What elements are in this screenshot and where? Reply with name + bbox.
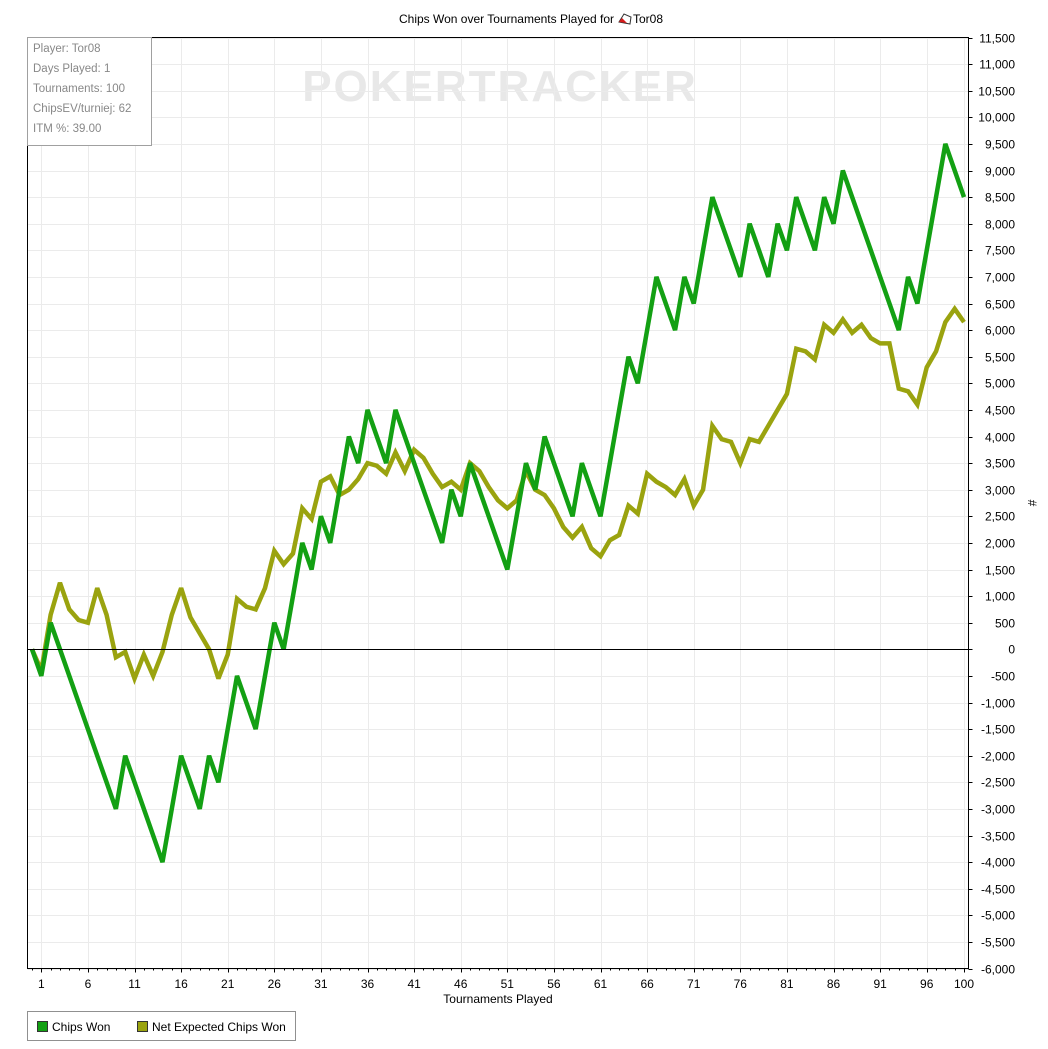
- y-tick-label: 7,500: [985, 244, 1015, 258]
- grid: [27, 37, 969, 970]
- x-tick-label: 21: [221, 977, 235, 991]
- x-tick-label: 46: [454, 977, 468, 991]
- y-tick-label: 9,500: [985, 138, 1015, 152]
- y-tick-label: 6,000: [985, 324, 1015, 338]
- y-tick-label: 5,000: [985, 377, 1015, 391]
- y-tick-label: -4,000: [981, 856, 1015, 870]
- stat-itm: ITM %: 39.00: [33, 123, 102, 135]
- y-tick-label: -500: [991, 670, 1015, 684]
- y-tick-label: 4,500: [985, 404, 1015, 418]
- y-tick-label: 0: [1008, 643, 1015, 657]
- y-tick-label: 3,500: [985, 457, 1015, 471]
- x-tick-label: 91: [873, 977, 887, 991]
- y-tick-label: -2,000: [981, 750, 1015, 764]
- y-tick-label: 11,000: [979, 58, 1015, 72]
- x-tick-label: 1: [38, 977, 45, 991]
- x-tick-label: 61: [594, 977, 608, 991]
- x-tick-label: 71: [687, 977, 701, 991]
- axes: 11,50011,00010,50010,0009,5009,0008,5008…: [27, 32, 1015, 991]
- y-tick-label: -4,500: [981, 883, 1015, 897]
- y-tick-label: 1,000: [985, 590, 1015, 604]
- y-tick-label: 7,000: [985, 271, 1015, 285]
- y-tick-label: -1,500: [981, 723, 1015, 737]
- x-tick-label: 6: [85, 977, 92, 991]
- watermark-logo: POKERTRACKER: [302, 62, 698, 111]
- y-tick-label: -6,000: [981, 963, 1015, 977]
- y-tick-label: 8,500: [985, 191, 1015, 205]
- x-tick-label: 26: [268, 977, 282, 991]
- y-tick-label: 1,500: [985, 564, 1015, 578]
- x-tick-label: 66: [640, 977, 654, 991]
- tournament-ticket-icon: [618, 13, 632, 25]
- legend-label-chips-won: Chips Won: [52, 1020, 111, 1034]
- y-tick-label: 10,000: [978, 111, 1015, 125]
- y-tick-label: 5,500: [985, 351, 1015, 365]
- chart-title-text: Chips Won over Tournaments Played for: [399, 12, 614, 26]
- y-tick-label: 8,000: [985, 218, 1015, 232]
- x-tick-label: 31: [314, 977, 328, 991]
- x-tick-label: 11: [128, 977, 141, 991]
- x-tick-label: 86: [827, 977, 841, 991]
- y-tick-label: -2,500: [981, 776, 1015, 790]
- legend-label-net-expected: Net Expected Chips Won: [152, 1020, 286, 1034]
- x-tick-label: 81: [780, 977, 794, 991]
- x-tick-label: 16: [174, 977, 188, 991]
- y-tick-label: 10,500: [978, 85, 1015, 99]
- y-tick-label: 4,000: [985, 431, 1015, 445]
- x-tick-label: 41: [407, 977, 421, 991]
- x-tick-label: 76: [734, 977, 748, 991]
- legend-swatch-chips-won: [37, 1021, 48, 1032]
- series-layer: [29, 143, 967, 863]
- y-tick-label: -5,000: [981, 909, 1015, 923]
- x-axis-label: Tournaments Played: [443, 992, 552, 1006]
- chart-title: Chips Won over Tournaments Played for To…: [399, 12, 663, 26]
- x-tick-label: 51: [501, 977, 515, 991]
- y-axis-label: #: [1025, 500, 1039, 507]
- legend-item-net-expected[interactable]: Net Expected Chips Won: [137, 1020, 286, 1034]
- stat-days-played: Days Played: 1: [33, 63, 111, 75]
- x-tick-label: 96: [920, 977, 934, 991]
- y-tick-label: -5,500: [981, 936, 1015, 950]
- y-tick-label: 11,500: [979, 32, 1015, 46]
- x-tick-label: 100: [954, 977, 974, 991]
- series-line-net-expected: [29, 304, 966, 686]
- y-tick-label: 2,500: [985, 510, 1015, 524]
- x-tick-label: 36: [361, 977, 375, 991]
- y-tick-label: 9,000: [985, 165, 1015, 179]
- legend: Chips Won Net Expected Chips Won: [27, 1011, 296, 1041]
- legend-item-chips-won[interactable]: Chips Won: [37, 1020, 110, 1034]
- x-tick-label: 56: [547, 977, 561, 991]
- series-line-chips-won: [29, 143, 967, 863]
- stat-player: Player: Tor08: [33, 43, 101, 55]
- y-tick-label: 2,000: [985, 537, 1015, 551]
- stat-tournaments: Tournaments: 100: [33, 83, 126, 95]
- y-tick-label: -1,000: [981, 697, 1015, 711]
- y-tick-label: -3,500: [981, 830, 1015, 844]
- y-tick-label: 6,500: [985, 298, 1015, 312]
- player-stats-box: Player: Tor08 Days Played: 1 Tournaments…: [27, 37, 152, 146]
- chart-title-player: Tor08: [633, 12, 663, 26]
- y-tick-label: 3,000: [985, 484, 1015, 498]
- legend-swatch-net-expected: [137, 1021, 148, 1032]
- stat-chipsev: ChipsEV/turniej: 62: [33, 103, 132, 115]
- y-tick-label: 500: [995, 617, 1015, 631]
- y-tick-label: -3,000: [981, 803, 1015, 817]
